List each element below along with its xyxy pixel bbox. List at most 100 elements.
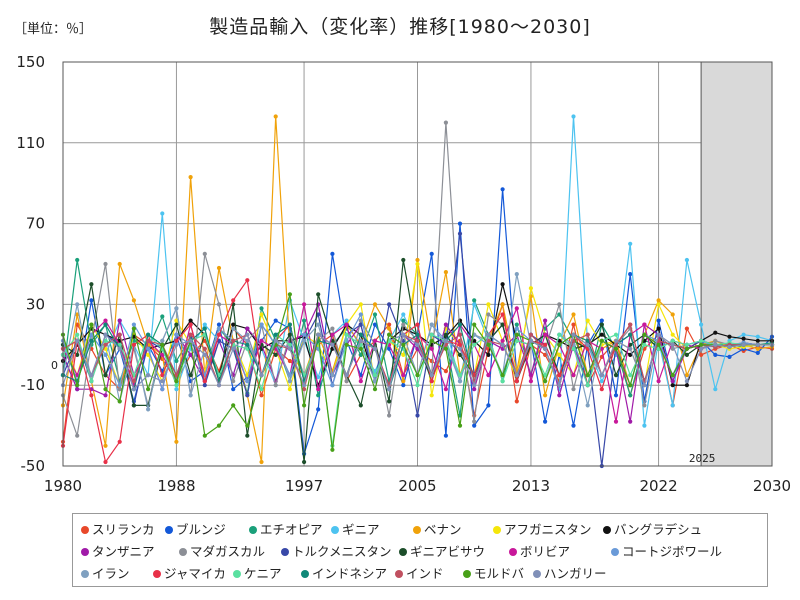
data-point — [642, 342, 647, 347]
data-point — [557, 342, 562, 347]
data-point — [302, 318, 307, 323]
data-point — [174, 332, 179, 337]
data-point — [75, 383, 80, 388]
data-point — [543, 342, 548, 347]
data-point — [571, 373, 576, 378]
data-point — [500, 342, 505, 347]
legend-marker — [413, 525, 421, 534]
legend-label: トルクメニスタン — [292, 544, 392, 559]
data-point — [656, 298, 661, 303]
data-point — [273, 114, 278, 119]
data-point — [613, 393, 619, 398]
data-point — [216, 332, 222, 337]
data-point — [557, 393, 562, 398]
data-point — [372, 312, 378, 317]
data-point — [117, 399, 122, 404]
zero-label: 0 — [51, 359, 58, 372]
data-point — [387, 413, 392, 418]
data-point — [500, 302, 505, 307]
data-point — [231, 379, 236, 384]
data-point — [231, 346, 236, 351]
data-point — [245, 332, 250, 337]
legend-marker — [165, 525, 173, 534]
data-point — [117, 439, 122, 444]
data-point — [415, 383, 420, 388]
data-point — [231, 326, 236, 331]
data-point — [287, 322, 292, 327]
data-point — [330, 447, 335, 452]
data-point — [443, 322, 448, 327]
data-point — [585, 373, 590, 378]
data-point — [599, 379, 604, 384]
data-point — [571, 346, 576, 351]
data-point — [358, 302, 363, 307]
legend-item: ベナン — [413, 519, 462, 538]
data-point — [457, 373, 463, 378]
data-point — [372, 338, 378, 343]
data-point — [571, 312, 576, 317]
data-point — [174, 338, 179, 343]
legend-marker — [249, 525, 257, 534]
legend-marker — [179, 547, 187, 556]
data-point — [231, 403, 236, 408]
data-point — [713, 330, 718, 335]
data-point — [245, 423, 250, 428]
data-point — [599, 322, 604, 327]
data-point — [543, 346, 548, 351]
data-point — [429, 346, 434, 351]
data-point — [273, 318, 278, 323]
data-point — [642, 332, 647, 337]
legend-label: ボリビア — [520, 544, 571, 559]
data-point — [472, 322, 477, 327]
data-point — [245, 278, 250, 283]
data-point — [472, 419, 477, 424]
data-point — [202, 433, 207, 438]
data-point — [103, 261, 108, 267]
legend-item: インドネシア — [301, 563, 387, 582]
x-tick-label: 1997 — [285, 477, 323, 495]
data-point — [500, 322, 505, 327]
data-point — [599, 373, 604, 378]
data-point — [273, 352, 278, 357]
data-point — [316, 322, 321, 327]
data-point — [89, 298, 94, 303]
data-point — [174, 342, 179, 347]
data-point — [202, 352, 207, 357]
data-point — [358, 312, 363, 317]
legend-marker — [281, 547, 289, 556]
data-point — [287, 332, 292, 337]
data-point — [571, 322, 576, 327]
data-point — [316, 387, 321, 392]
data-point — [684, 373, 690, 378]
data-point — [372, 302, 378, 307]
data-point — [628, 272, 633, 277]
data-point — [514, 338, 519, 343]
data-point — [103, 342, 108, 347]
data-point — [642, 423, 647, 428]
legend-marker — [509, 547, 517, 556]
data-point — [302, 332, 307, 337]
data-point — [174, 379, 179, 384]
y-tick-label: 30 — [26, 295, 45, 313]
data-point — [273, 338, 278, 343]
data-point — [146, 387, 151, 392]
data-point — [302, 403, 307, 408]
data-point — [727, 344, 732, 349]
data-point — [401, 318, 406, 323]
y-tick-label: 150 — [16, 53, 45, 71]
data-point — [528, 338, 534, 343]
data-point — [231, 387, 236, 392]
data-point — [401, 312, 406, 317]
data-point — [330, 342, 335, 347]
data-point — [642, 403, 647, 408]
data-point — [443, 120, 448, 125]
legend-marker — [395, 569, 403, 578]
data-point — [457, 352, 463, 357]
data-point — [188, 332, 193, 337]
data-point — [713, 342, 718, 347]
data-point — [429, 373, 434, 378]
data-point — [75, 338, 80, 343]
data-point — [330, 383, 335, 388]
data-point — [302, 387, 307, 392]
data-point — [684, 383, 690, 388]
